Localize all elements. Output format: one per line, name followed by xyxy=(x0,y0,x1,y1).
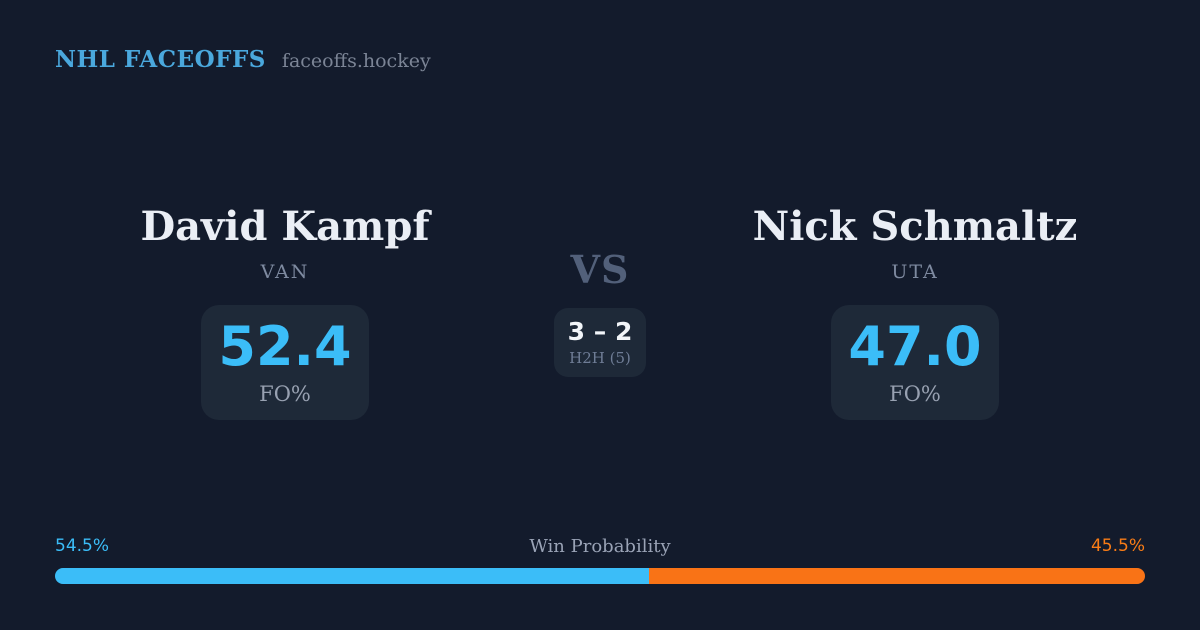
player-left-stat-card: 52.4 FO% xyxy=(201,305,369,420)
vs-label: VS xyxy=(570,247,630,292)
win-bar-left xyxy=(55,568,650,584)
player-right-stat-card: 47.0 FO% xyxy=(831,305,999,420)
win-probability-section: 54.5% Win Probability 45.5% xyxy=(55,536,1145,584)
versus-column: VS 3 – 2 H2H (5) xyxy=(515,205,685,377)
player-left-name: David Kampf xyxy=(140,203,430,250)
win-probability-title: Win Probability xyxy=(529,536,671,557)
player-left: David Kampf VAN 52.4 FO% xyxy=(55,205,515,420)
h2h-score: 3 – 2 xyxy=(567,316,633,346)
player-right-stat-label: FO% xyxy=(889,381,941,406)
win-probability-left-pct: 54.5% xyxy=(55,536,110,556)
h2h-label: H2H (5) xyxy=(569,348,631,367)
player-right-name: Nick Schmaltz xyxy=(752,203,1078,250)
player-right-stat-value: 47.0 xyxy=(848,314,982,378)
brand-title: NHL FACEOFFS xyxy=(55,46,266,73)
player-right: Nick Schmaltz UTA 47.0 FO% xyxy=(685,205,1145,420)
player-left-stat-value: 52.4 xyxy=(218,314,352,378)
win-bar-right xyxy=(649,568,1145,584)
player-left-team: VAN xyxy=(260,261,310,283)
player-right-team: UTA xyxy=(891,261,939,283)
header: NHL FACEOFFS faceoffs.hockey xyxy=(55,46,431,73)
win-probability-bar xyxy=(55,568,1145,584)
site-url: faceoffs.hockey xyxy=(281,50,431,72)
win-probability-right-pct: 45.5% xyxy=(1090,536,1145,556)
win-probability-labels: 54.5% Win Probability 45.5% xyxy=(55,536,1145,560)
matchup-row: David Kampf VAN 52.4 FO% VS 3 – 2 H2H (5… xyxy=(55,205,1145,420)
h2h-card: 3 – 2 H2H (5) xyxy=(554,308,646,377)
player-left-stat-label: FO% xyxy=(259,381,311,406)
